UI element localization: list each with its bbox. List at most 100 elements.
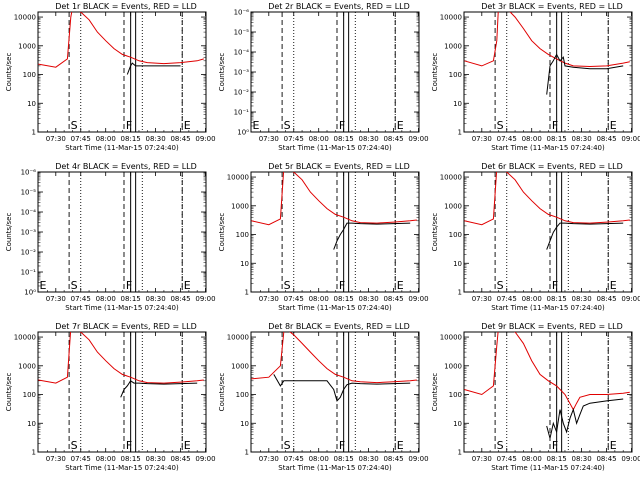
marker-label-F: F: [339, 439, 345, 452]
x-tick-label: 09:00: [621, 455, 640, 463]
x-tick-label: 08:15: [334, 455, 354, 463]
x-tick-label: 07:30: [472, 135, 492, 143]
series-line-events: [333, 222, 411, 250]
marker-label-F: F: [339, 279, 345, 292]
y-tick-label: 100: [23, 391, 36, 399]
y-axis-label: Counts/sec: [431, 213, 439, 252]
marker-label-F: F: [552, 279, 558, 292]
y-tick-label: 10: [240, 260, 249, 268]
y-tick-label: 10: [453, 100, 462, 108]
marker-label-E: E: [610, 439, 617, 452]
y-tick-label: 1: [32, 129, 36, 137]
x-tick-label: 08:45: [383, 455, 403, 463]
marker-label-S: S: [284, 279, 291, 292]
x-axis-label: Start Time (11-Mar-15 07:24:40): [278, 304, 392, 312]
series-line-lld: [251, 332, 417, 384]
marker-label-F: F: [126, 119, 132, 132]
y-axis-label: Counts/sec: [5, 373, 13, 412]
x-tick-label: 09:00: [621, 135, 640, 143]
series-line-events: [126, 62, 181, 75]
x-tick-label: 07:45: [497, 455, 517, 463]
x-tick-label: 07:30: [46, 135, 66, 143]
x-tick-label: 08:45: [170, 455, 190, 463]
x-tick-label: 07:30: [472, 295, 492, 303]
marker-label-S: S: [284, 439, 291, 452]
chart-title: Det 6r BLACK = Events, RED = LLD: [481, 162, 623, 171]
y-tick-label: 10⁻²: [21, 249, 37, 257]
y-tick-label: 1: [458, 129, 462, 137]
plot-frame: [463, 331, 633, 453]
x-tick-label: 07:30: [259, 455, 279, 463]
x-tick-label: 08:15: [121, 135, 141, 143]
y-tick-label: 10⁻⁵: [234, 29, 250, 37]
x-axis-label: Start Time (11-Mar-15 07:24:40): [65, 144, 179, 152]
y-tick-label: 1000: [444, 362, 462, 370]
y-tick-label: 10000: [14, 334, 36, 342]
y-tick-label: 1: [458, 289, 462, 297]
y-tick-label: 1000: [18, 42, 36, 50]
series-line-events: [546, 222, 624, 250]
marker-label-S: S: [71, 119, 78, 132]
marker-label-S: S: [284, 119, 291, 132]
x-tick-label: 09:00: [408, 455, 428, 463]
x-tick-label: 08:00: [96, 135, 116, 143]
y-axis-label: Counts/sec: [431, 53, 439, 92]
plot-frame: [250, 331, 420, 453]
y-tick-label: 10: [27, 100, 36, 108]
reference-lines: [281, 332, 396, 452]
y-tick-label: 1000: [18, 362, 36, 370]
x-tick-label: 08:15: [121, 455, 141, 463]
marker-label-F: F: [552, 119, 558, 132]
x-axis-label: Start Time (11-Mar-15 07:24:40): [491, 144, 605, 152]
x-tick-label: 08:30: [146, 135, 166, 143]
reference-lines: [494, 332, 609, 452]
x-tick-label: 08:15: [334, 135, 354, 143]
x-tick-label: 08:15: [121, 295, 141, 303]
x-tick-label: 07:45: [497, 295, 517, 303]
x-tick-label: 07:30: [259, 135, 279, 143]
chart-title: Det 8r BLACK = Events, RED = LLD: [268, 322, 410, 331]
marker-label-S: S: [497, 119, 504, 132]
y-tick-label: 1000: [444, 202, 462, 210]
y-axis-label: Counts/sec: [431, 373, 439, 412]
plot-frame: [250, 11, 420, 133]
x-tick-label: 09:00: [621, 295, 640, 303]
y-tick-label: 10000: [440, 174, 462, 182]
series-line-lld: [251, 172, 417, 226]
x-tick-label: 08:15: [547, 455, 567, 463]
y-tick-label: 100: [236, 231, 249, 239]
x-axis-label: Start Time (11-Mar-15 07:24:40): [65, 304, 179, 312]
marker-label-E: E: [610, 279, 617, 292]
x-tick-label: 09:00: [195, 455, 215, 463]
y-tick-label: 10⁻⁶: [21, 169, 37, 177]
y-tick-label: 10000: [440, 14, 462, 22]
y-axis-label: Counts/sec: [218, 53, 226, 92]
x-tick-label: 07:45: [71, 135, 91, 143]
reference-lines: [494, 172, 609, 292]
marker-label-E: E: [397, 439, 404, 452]
marker-label-E: E: [397, 119, 404, 132]
marker-label-F: F: [126, 439, 132, 452]
y-axis-label: Counts/sec: [5, 53, 13, 92]
chart-panel-6: Det 6r BLACK = Events, RED = LLD 07:30 07:…: [431, 162, 640, 312]
y-tick-label: 100: [23, 71, 36, 79]
x-tick-label: 08:00: [96, 295, 116, 303]
y-axis-label: Counts/sec: [218, 213, 226, 252]
x-tick-label: 09:00: [195, 135, 215, 143]
series-line-events: [546, 53, 624, 95]
reference-lines: [68, 12, 183, 132]
reference-lines: [281, 172, 396, 292]
series-group: [464, 172, 630, 250]
x-tick-label: 08:45: [383, 295, 403, 303]
x-tick-label: 08:00: [309, 295, 329, 303]
x-tick-label: 08:45: [170, 135, 190, 143]
chart-title: Det 9r BLACK = Events, RED = LLD: [481, 322, 623, 331]
plot-frame: [463, 11, 633, 133]
y-tick-label: 1: [245, 289, 249, 297]
chart-title: Det 7r BLACK = Events, RED = LLD: [55, 322, 197, 331]
series-line-events: [120, 380, 198, 398]
y-tick-label: 100: [449, 71, 462, 79]
series-line-lld: [464, 172, 630, 226]
y-tick-label: 100: [449, 231, 462, 239]
y-tick-label: 1: [245, 449, 249, 457]
